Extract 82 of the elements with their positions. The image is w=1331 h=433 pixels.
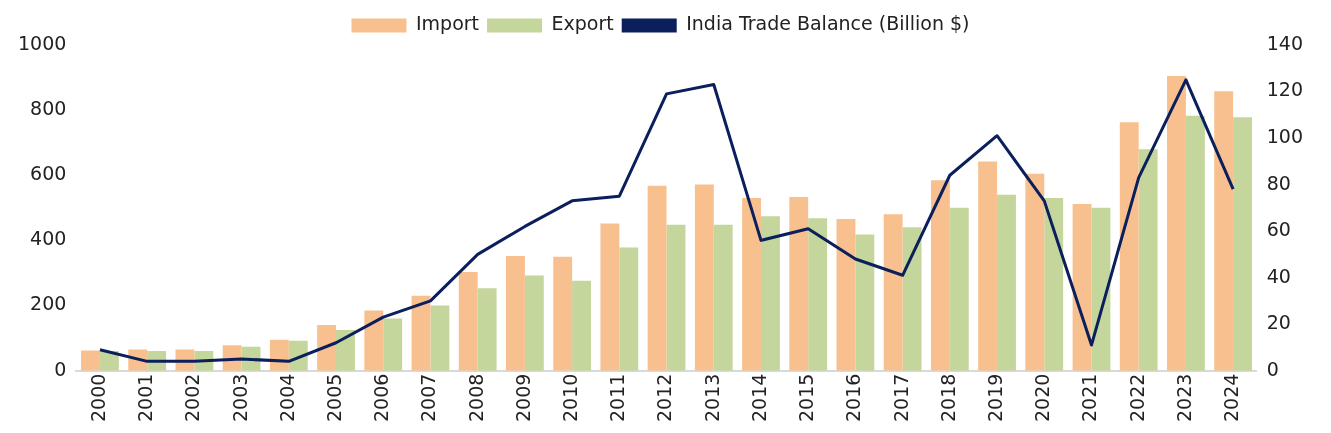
y2-tick-label: 40	[1266, 264, 1291, 287]
bar	[836, 218, 856, 371]
x-tick-label: 2016	[842, 373, 865, 423]
y2-tick-label: 100	[1266, 124, 1303, 147]
bar	[694, 184, 714, 371]
bar	[1233, 117, 1253, 371]
bar	[572, 280, 591, 371]
bar	[902, 227, 922, 371]
x-tick-label: 2007	[417, 373, 440, 423]
y-tick-label: 0	[54, 357, 67, 380]
legend-label: Import	[415, 12, 480, 35]
legend-label: India Trade Balance (Billion $)	[686, 12, 970, 35]
bar	[760, 216, 780, 371]
y-tick-label: 200	[30, 292, 67, 315]
x-tick-label: 2013	[700, 373, 723, 423]
bar	[1091, 207, 1111, 371]
x-tick-label: 2014	[747, 373, 770, 423]
bar	[1044, 198, 1064, 371]
y2-tick-label: 60	[1266, 218, 1291, 241]
bar	[855, 234, 875, 371]
bar	[600, 223, 620, 371]
x-tick-label: 2009	[511, 373, 534, 423]
bar	[713, 224, 733, 371]
y-tick-label: 600	[30, 162, 67, 185]
bar	[1167, 75, 1186, 371]
bar	[619, 247, 639, 371]
bar	[1025, 173, 1045, 371]
x-tick-label: 2018	[936, 373, 959, 423]
bar	[383, 318, 403, 371]
bar	[524, 275, 544, 371]
bar	[1185, 115, 1205, 371]
y-tick-label: 800	[30, 97, 67, 120]
y2-tick-label: 120	[1266, 78, 1303, 101]
x-tick-label: 2004	[275, 373, 298, 423]
bar	[647, 185, 667, 371]
y-tick-label: 400	[30, 227, 67, 250]
bar	[81, 350, 100, 371]
bar	[411, 295, 431, 371]
x-tick-label: 2011	[606, 373, 629, 423]
x-tick-label: 2000	[86, 373, 109, 423]
bar	[364, 310, 384, 371]
y2-tick-label: 0	[1266, 357, 1279, 380]
bar	[949, 207, 969, 371]
legend-label: Export	[551, 12, 614, 35]
x-tick-label: 2015	[795, 373, 818, 423]
bar	[553, 256, 573, 371]
bar	[930, 180, 950, 371]
bar	[477, 288, 497, 371]
bar	[978, 161, 998, 371]
bar	[458, 271, 478, 371]
x-tick-label: 2021	[1078, 373, 1101, 423]
y-tick-label: 1000	[17, 31, 67, 54]
bar	[1138, 149, 1158, 371]
x-tick-label: 2012	[653, 373, 676, 423]
x-tick-label: 2002	[181, 373, 204, 423]
y2-tick-label: 80	[1266, 171, 1291, 194]
x-tick-label: 2019	[983, 373, 1006, 423]
x-tick-label: 2020	[1031, 373, 1054, 423]
bar	[430, 305, 450, 371]
y2-tick-label: 20	[1266, 311, 1291, 334]
bar	[506, 256, 525, 371]
bar	[336, 329, 355, 371]
x-tick-label: 2010	[559, 373, 582, 423]
x-tick-label: 2003	[228, 373, 251, 423]
bar	[1214, 91, 1234, 371]
x-tick-label: 2024	[1220, 373, 1243, 423]
y2-tick-label: 140	[1266, 31, 1303, 54]
x-tick-label: 2023	[1172, 373, 1195, 423]
x-tick-label: 2022	[1125, 373, 1148, 423]
x-tick-label: 2008	[464, 373, 487, 423]
bar	[742, 198, 761, 371]
x-tick-label: 2017	[889, 373, 912, 423]
bar	[883, 214, 903, 371]
x-tick-label: 2006	[370, 373, 393, 423]
x-tick-label: 2005	[322, 373, 345, 423]
bar	[666, 224, 686, 371]
bar	[789, 197, 809, 371]
x-tick-label: 2001	[134, 373, 157, 423]
bar	[317, 325, 337, 371]
bar	[997, 194, 1016, 371]
bar	[808, 218, 828, 371]
bar	[1119, 122, 1139, 371]
